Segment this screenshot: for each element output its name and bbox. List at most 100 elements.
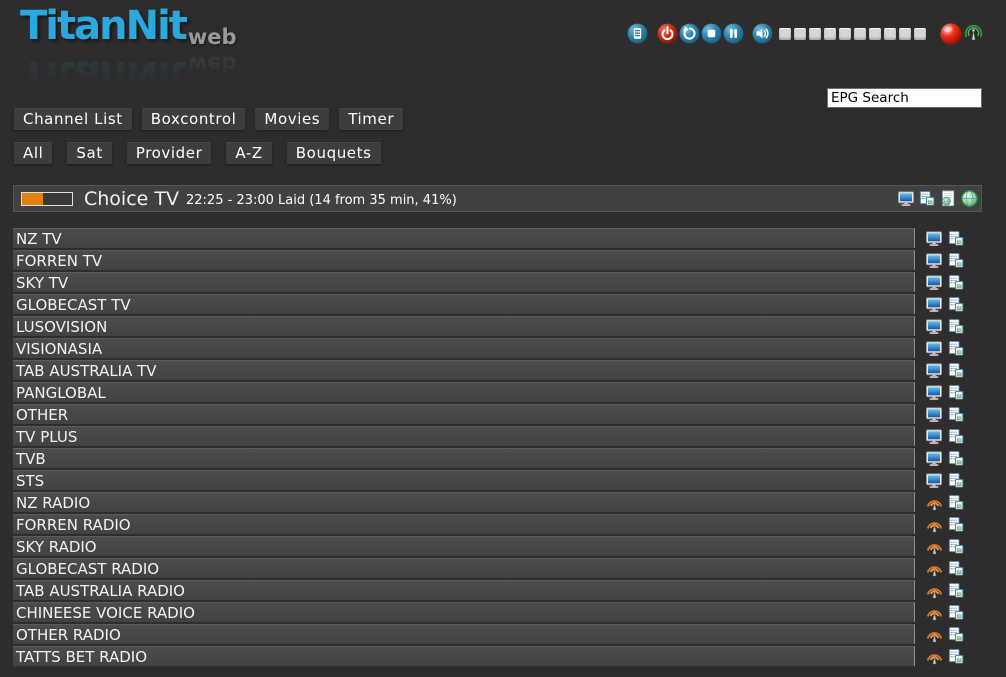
epg-icon[interactable]	[947, 625, 965, 644]
stream-icon[interactable]	[925, 295, 943, 314]
stream-icon[interactable]	[925, 427, 943, 446]
channel-name[interactable]: TAB AUSTRALIA RADIO	[13, 580, 915, 600]
radio-icon[interactable]	[925, 537, 943, 556]
stream-icon[interactable]	[925, 449, 943, 468]
volume-segment[interactable]	[899, 27, 911, 40]
stream-icon[interactable]	[925, 383, 943, 402]
volume-segment[interactable]	[869, 27, 881, 40]
channel-name[interactable]: LUSOVISION	[13, 316, 915, 336]
radio-icon[interactable]	[925, 493, 943, 512]
channel-name[interactable]: PANGLOBAL	[13, 382, 915, 402]
epg-icon[interactable]	[947, 647, 965, 666]
channel-name[interactable]: TATTS BET RADIO	[13, 646, 915, 666]
channel-name[interactable]: CHINEESE VOICE RADIO	[13, 602, 915, 622]
volume-segment[interactable]	[794, 27, 806, 40]
volume-level[interactable]	[779, 27, 929, 40]
channel-row-actions	[925, 317, 965, 336]
channel-row-actions	[925, 427, 965, 446]
tab-boxcontrol[interactable]: Boxcontrol	[141, 108, 246, 130]
volume-segment[interactable]	[809, 27, 821, 40]
epg-icon[interactable]	[947, 515, 965, 534]
channel-name[interactable]: FORREN TV	[13, 250, 915, 270]
webtv-icon[interactable]	[939, 189, 957, 208]
globe-icon[interactable]	[960, 189, 978, 208]
channel-row-actions	[925, 581, 965, 600]
stream-icon[interactable]	[925, 361, 943, 380]
channel-name[interactable]: GLOBECAST RADIO	[13, 558, 915, 578]
volume-segment[interactable]	[884, 27, 896, 40]
epg-icon[interactable]	[947, 603, 965, 622]
channel-row-actions	[925, 559, 965, 578]
epg-icon[interactable]	[947, 383, 965, 402]
epg-icon[interactable]	[947, 251, 965, 270]
channel-name[interactable]: STS	[13, 470, 915, 490]
filter-sat[interactable]: Sat	[67, 142, 112, 164]
epg-icon[interactable]	[947, 339, 965, 358]
radio-icon[interactable]	[925, 603, 943, 622]
epg-icon[interactable]	[918, 189, 936, 208]
tab-channel-list[interactable]: Channel List	[14, 108, 132, 130]
stream-icon[interactable]	[925, 339, 943, 358]
channel-name[interactable]: SKY TV	[13, 272, 915, 292]
filter-a-z[interactable]: A-Z	[226, 142, 272, 164]
pause-icon[interactable]	[723, 23, 744, 44]
volume-segment[interactable]	[854, 27, 866, 40]
epg-icon[interactable]	[947, 427, 965, 446]
radio-icon[interactable]	[925, 625, 943, 644]
record-icon[interactable]	[940, 23, 962, 45]
channel-name[interactable]: TAB AUSTRALIA TV	[13, 360, 915, 380]
epg-icon[interactable]	[947, 273, 965, 292]
stop-icon[interactable]	[701, 23, 722, 44]
stream-icon[interactable]	[925, 229, 943, 248]
stream-icon[interactable]	[925, 471, 943, 490]
stream-icon[interactable]	[925, 405, 943, 424]
volume-segment[interactable]	[824, 27, 836, 40]
tab-movies[interactable]: Movies	[255, 108, 330, 130]
volume-segment[interactable]	[914, 27, 926, 40]
channel-name[interactable]: TV PLUS	[13, 426, 915, 446]
channel-name[interactable]: SKY RADIO	[13, 536, 915, 556]
tab-timer[interactable]: Timer	[339, 108, 404, 130]
remote-icon[interactable]	[627, 23, 648, 44]
channel-name[interactable]: VISIONASIA	[13, 338, 915, 358]
channel-row: OTHER RADIO	[13, 624, 982, 644]
channel-name[interactable]: TVB	[13, 448, 915, 468]
filter-provider[interactable]: Provider	[126, 142, 212, 164]
stream-icon[interactable]	[925, 251, 943, 270]
epg-icon[interactable]	[947, 317, 965, 336]
filter-bouquets[interactable]: Bouquets	[286, 142, 381, 164]
stream-icon[interactable]	[925, 317, 943, 336]
radio-icon[interactable]	[925, 647, 943, 666]
epg-icon[interactable]	[947, 559, 965, 578]
channel-row-actions	[925, 493, 965, 512]
epg-search-input[interactable]	[827, 88, 982, 108]
epg-icon[interactable]	[947, 405, 965, 424]
power-icon[interactable]	[657, 23, 678, 44]
radio-icon[interactable]	[925, 559, 943, 578]
radio-icon[interactable]	[925, 515, 943, 534]
epg-icon[interactable]	[947, 229, 965, 248]
epg-icon[interactable]	[947, 295, 965, 314]
channel-name[interactable]: GLOBECAST TV	[13, 294, 915, 314]
channel-name[interactable]: NZ RADIO	[13, 492, 915, 512]
channel-row: OTHER	[13, 404, 982, 424]
volume-segment[interactable]	[779, 27, 791, 40]
restart-icon[interactable]	[679, 23, 700, 44]
stream-icon[interactable]	[925, 273, 943, 292]
channel-name[interactable]: OTHER RADIO	[13, 624, 915, 644]
filter-all[interactable]: All	[14, 142, 53, 164]
epg-icon[interactable]	[947, 581, 965, 600]
epg-icon[interactable]	[947, 449, 965, 468]
volume-icon[interactable]	[752, 23, 773, 44]
channel-name[interactable]: FORREN RADIO	[13, 514, 915, 534]
epg-icon[interactable]	[947, 493, 965, 512]
epg-icon[interactable]	[947, 361, 965, 380]
epg-icon[interactable]	[947, 537, 965, 556]
channel-name[interactable]: NZ TV	[13, 228, 915, 248]
volume-segment[interactable]	[839, 27, 851, 40]
epg-icon[interactable]	[947, 471, 965, 490]
signal-icon[interactable]	[963, 23, 984, 44]
stream-icon[interactable]	[897, 189, 915, 208]
channel-name[interactable]: OTHER	[13, 404, 915, 424]
radio-icon[interactable]	[925, 581, 943, 600]
